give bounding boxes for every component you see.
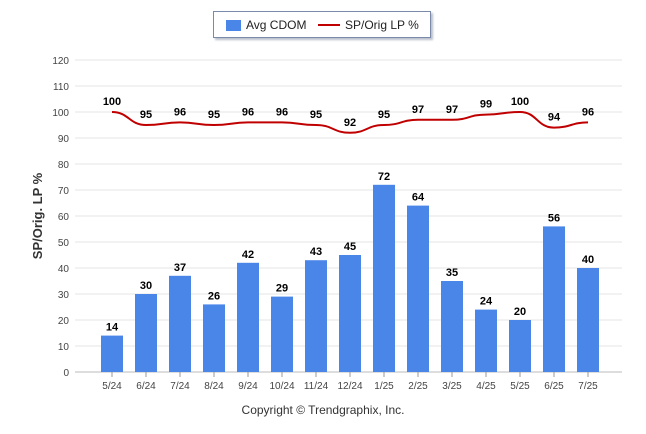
bar-data-label: 64 bbox=[412, 192, 425, 204]
x-tick-label: 1/25 bbox=[374, 381, 394, 392]
x-tick-label: 5/24 bbox=[102, 381, 122, 392]
bar-data-label: 24 bbox=[480, 296, 493, 308]
bar-9-24 bbox=[237, 262, 259, 372]
bar-data-label: 42 bbox=[242, 249, 254, 261]
bar-data-label: 72 bbox=[378, 171, 390, 183]
y-tick-label: 70 bbox=[58, 186, 70, 197]
y-tick-label: 110 bbox=[53, 82, 69, 93]
y-tick-label: 80 bbox=[58, 160, 70, 171]
line-data-label: 100 bbox=[103, 96, 121, 108]
y-tick-label: 120 bbox=[52, 56, 69, 67]
legend-item-sp-orig-lp[interactable]: SP/Orig LP % bbox=[318, 18, 419, 32]
bar-7-25 bbox=[577, 268, 599, 372]
line-data-label: 95 bbox=[310, 109, 322, 121]
y-tick-label: 40 bbox=[58, 264, 70, 275]
bar-12-24 bbox=[339, 255, 361, 372]
bar-data-label: 43 bbox=[310, 246, 322, 258]
line-data-label: 96 bbox=[242, 106, 254, 118]
line-data-label: 92 bbox=[344, 117, 356, 129]
line-series bbox=[111, 110, 589, 134]
bar-swatch-icon bbox=[226, 19, 241, 31]
bar-data-label: 37 bbox=[174, 262, 186, 274]
bar-2-25 bbox=[407, 205, 429, 372]
line-data-label: 95 bbox=[378, 109, 390, 121]
y-axis-title: SP/Orig. LP % bbox=[30, 172, 45, 259]
line-data-label: 95 bbox=[208, 109, 220, 121]
bar-series bbox=[101, 184, 599, 372]
legend-label-avg-cdom: Avg CDOM bbox=[246, 18, 307, 32]
bar-data-label: 26 bbox=[208, 290, 220, 302]
bar-4-25 bbox=[475, 309, 497, 372]
line-swatch-icon bbox=[318, 24, 340, 26]
bar-6-25 bbox=[543, 226, 565, 372]
bar-11-24 bbox=[305, 260, 327, 372]
line-data-label: 97 bbox=[412, 104, 424, 116]
copyright-footer: Copyright © Trendgraphix, Inc. bbox=[241, 403, 405, 417]
bar-data-label: 30 bbox=[140, 280, 152, 292]
line-data-label: 97 bbox=[446, 104, 458, 116]
y-tick-label: 20 bbox=[58, 316, 70, 327]
line-data-label: 96 bbox=[174, 106, 186, 118]
bar-5-24 bbox=[101, 335, 123, 372]
x-tick-label: 9/24 bbox=[238, 381, 258, 392]
bar-data-label: 45 bbox=[344, 241, 356, 253]
x-tick-label: 12/24 bbox=[337, 381, 362, 392]
x-tick-label: 5/25 bbox=[510, 381, 530, 392]
y-tick-label: 30 bbox=[58, 290, 70, 301]
legend: Avg CDOM SP/Orig LP % bbox=[213, 11, 431, 38]
bar-10-24 bbox=[271, 296, 293, 372]
y-axis-ticks: 0 10 20 30 40 50 60 70 80 90 100 110 120 bbox=[52, 56, 69, 379]
bar-3-25 bbox=[441, 281, 463, 372]
y-tick-label: 100 bbox=[52, 108, 69, 119]
x-tick-label: 4/25 bbox=[476, 381, 496, 392]
bar-data-label: 40 bbox=[582, 254, 594, 266]
bar-1-25 bbox=[373, 184, 395, 372]
y-tick-label: 0 bbox=[63, 368, 69, 379]
line-data-label: 96 bbox=[582, 106, 594, 118]
bar-6-24 bbox=[135, 294, 157, 372]
line-data-label: 95 bbox=[140, 109, 152, 121]
y-tick-label: 90 bbox=[58, 134, 70, 145]
line-data-label: 96 bbox=[276, 106, 288, 118]
bar-8-24 bbox=[203, 304, 225, 372]
line-data-label: 99 bbox=[480, 99, 492, 111]
bar-data-label: 29 bbox=[276, 283, 288, 295]
y-tick-label: 50 bbox=[58, 238, 70, 249]
line-data-label: 100 bbox=[511, 96, 529, 108]
y-tick-label: 60 bbox=[58, 212, 70, 223]
x-tick-label: 10/24 bbox=[269, 381, 294, 392]
line-data-label: 94 bbox=[548, 112, 561, 124]
bar-data-labels: 14 30 37 26 42 29 43 45 72 64 35 24 20 56 40 bbox=[106, 171, 594, 334]
bar-5-25 bbox=[509, 320, 531, 372]
x-tick-label: 11/24 bbox=[304, 381, 329, 392]
line-data-labels: 100 95 96 95 96 96 95 92 95 97 97 99 100 94 96 bbox=[103, 96, 594, 129]
bar-7-24 bbox=[169, 275, 191, 372]
x-tick-label: 7/24 bbox=[170, 381, 190, 392]
bar-data-label: 56 bbox=[548, 212, 560, 224]
x-tick-label: 6/25 bbox=[544, 381, 564, 392]
bar-data-label: 35 bbox=[446, 267, 458, 279]
bar-data-label: 20 bbox=[514, 306, 526, 318]
x-tick-label: 3/25 bbox=[442, 381, 462, 392]
legend-item-avg-cdom[interactable]: Avg CDOM bbox=[226, 18, 306, 32]
x-axis-ticks: 5/24 6/24 7/24 8/24 9/24 10/24 11/24 12/24 1/25 2… bbox=[102, 372, 598, 392]
y-tick-label: 10 bbox=[58, 342, 70, 353]
x-tick-label: 2/25 bbox=[408, 381, 428, 392]
x-tick-label: 6/24 bbox=[136, 381, 156, 392]
legend-label-sp-orig-lp: SP/Orig LP % bbox=[345, 18, 419, 32]
x-tick-label: 8/24 bbox=[204, 381, 224, 392]
sp-orig-lp-line bbox=[111, 110, 589, 134]
bar-data-label: 14 bbox=[106, 322, 119, 334]
x-tick-label: 7/25 bbox=[578, 381, 598, 392]
